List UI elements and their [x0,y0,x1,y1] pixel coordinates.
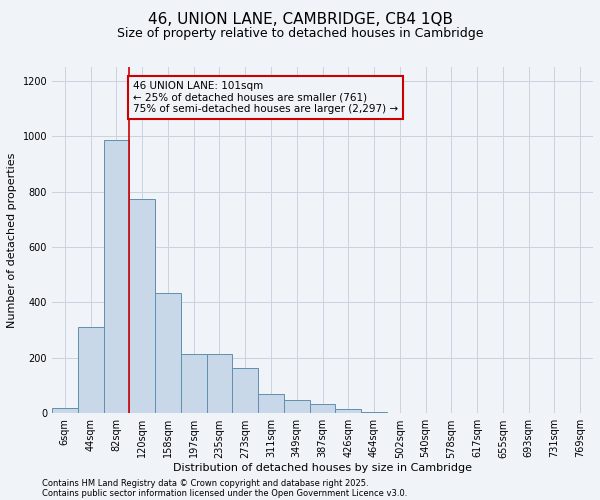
Bar [258,394,284,413]
Bar [232,368,258,414]
Bar [310,404,335,413]
Bar [78,328,104,414]
Text: 46, UNION LANE, CAMBRIDGE, CB4 1QB: 46, UNION LANE, CAMBRIDGE, CB4 1QB [148,12,452,28]
Bar [361,412,387,414]
Text: 46 UNION LANE: 101sqm
← 25% of detached houses are smaller (761)
75% of semi-det: 46 UNION LANE: 101sqm ← 25% of detached … [133,81,398,114]
Bar [284,400,310,413]
Text: Size of property relative to detached houses in Cambridge: Size of property relative to detached ho… [117,28,483,40]
Bar [206,354,232,414]
Bar [335,409,361,414]
Bar [155,292,181,414]
Bar [181,354,206,414]
X-axis label: Distribution of detached houses by size in Cambridge: Distribution of detached houses by size … [173,463,472,473]
Bar [567,412,593,414]
Bar [104,140,129,413]
Text: Contains public sector information licensed under the Open Government Licence v3: Contains public sector information licen… [42,488,407,498]
Bar [129,198,155,414]
Text: Contains HM Land Registry data © Crown copyright and database right 2025.: Contains HM Land Registry data © Crown c… [42,478,368,488]
Bar [52,408,78,414]
Y-axis label: Number of detached properties: Number of detached properties [7,152,17,328]
